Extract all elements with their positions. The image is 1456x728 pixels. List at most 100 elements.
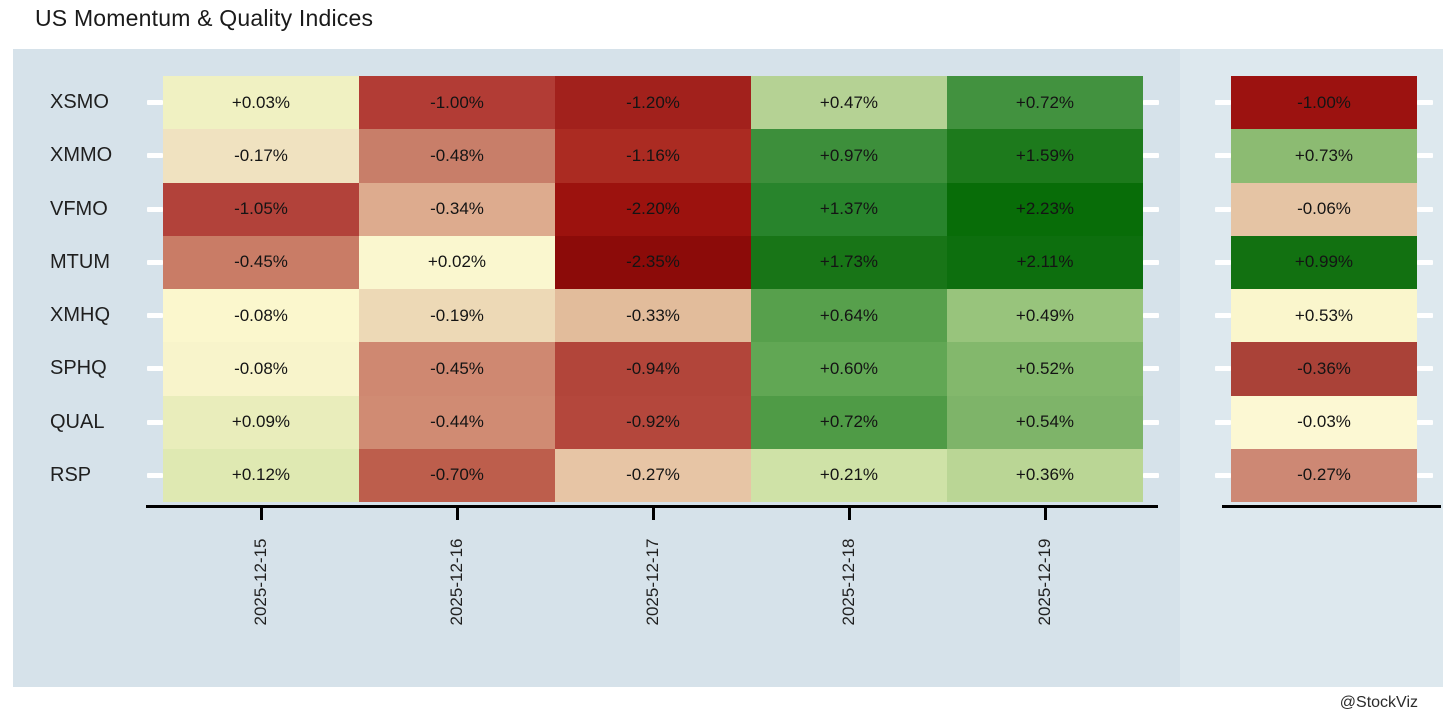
heatmap-cell-SPHQ-2025-12-18: +0.60% <box>751 342 947 396</box>
x-tick-label-2025-12-18: 2025-12-18 <box>839 538 858 626</box>
main-x-axis-line <box>146 505 1158 508</box>
heatmap-cell-VFMO-2025-12-19: +2.23% <box>947 182 1143 236</box>
heatmap-cell-RSP-2025-12-15: +0.12% <box>163 448 359 502</box>
heatmap-cell-VFMO-2025-12-16: -0.34% <box>359 182 555 236</box>
row-tick-VFMO-0 <box>147 206 163 212</box>
row-label-SPHQ: SPHQ <box>50 357 107 380</box>
heatmap-cell-XMMO-2025-12-17: -1.16% <box>555 129 751 183</box>
row-tick-XMHQ-3 <box>1417 313 1433 319</box>
heatmap-cell-VFMO-2025-12-18: +1.37% <box>751 182 947 236</box>
row-tick-XMMO-0 <box>147 153 163 159</box>
row-tick-VFMO-2 <box>1215 206 1231 212</box>
heatmap-cell-XSMO-2025-12-19: +0.72% <box>947 76 1143 130</box>
heatmap-cell-RSP-2025-12-17: -0.27% <box>555 448 751 502</box>
row-label-QUAL: QUAL <box>50 410 105 433</box>
row-tick-SPHQ-0 <box>147 366 163 372</box>
summary-returns-heatmap: -1.00% +0.73% -0.06% +0.99% +0.53% -0.36% -0.0… <box>1231 76 1417 502</box>
heatmap-cell-XMHQ-2025-12-19: +0.49% <box>947 289 1143 343</box>
summary-cell-XMHQ: +0.53% <box>1231 289 1417 343</box>
heatmap-cell-QUAL-2025-12-17: -0.92% <box>555 395 751 449</box>
heatmap-cell-MTUM-2025-12-16: +0.02% <box>359 235 555 289</box>
row-tick-SPHQ-2 <box>1215 366 1231 372</box>
heatmap-cell-MTUM-2025-12-18: +1.73% <box>751 235 947 289</box>
heatmap-cell-VFMO-2025-12-15: -1.05% <box>163 182 359 236</box>
row-tick-XSMO-2 <box>1215 100 1231 106</box>
heatmap-cell-XMMO-2025-12-18: +0.97% <box>751 129 947 183</box>
x-tick-2025-12-19 <box>1043 508 1047 520</box>
heatmap-cell-SPHQ-2025-12-15: -0.08% <box>163 342 359 396</box>
summary-cell-SPHQ: -0.36% <box>1231 342 1417 396</box>
heatmap-cell-RSP-2025-12-16: -0.70% <box>359 448 555 502</box>
heatmap-cell-RSP-2025-12-18: +0.21% <box>751 448 947 502</box>
row-tick-MTUM-3 <box>1417 259 1433 265</box>
row-tick-XSMO-0 <box>147 100 163 106</box>
row-tick-XSMO-3 <box>1417 100 1433 106</box>
row-label-MTUM: MTUM <box>50 250 110 273</box>
heatmap-cell-MTUM-2025-12-17: -2.35% <box>555 235 751 289</box>
heatmap-cell-XMHQ-2025-12-16: -0.19% <box>359 289 555 343</box>
x-tick-2025-12-17 <box>651 508 655 520</box>
row-tick-SPHQ-3 <box>1417 366 1433 372</box>
row-tick-XMMO-2 <box>1215 153 1231 159</box>
daily-returns-heatmap: +0.03% -1.00% -1.20% +0.47% +0.72% -0.17% -0.4… <box>163 76 1143 502</box>
heatmap-cell-XSMO-2025-12-18: +0.47% <box>751 76 947 130</box>
row-tick-RSP-1 <box>1143 472 1159 478</box>
row-tick-XSMO-1 <box>1143 100 1159 106</box>
heatmap-cell-QUAL-2025-12-16: -0.44% <box>359 395 555 449</box>
row-label-VFMO: VFMO <box>50 197 108 220</box>
summary-cell-RSP: -0.27% <box>1231 448 1417 502</box>
x-tick-label-2025-12-17: 2025-12-17 <box>643 538 662 626</box>
row-tick-MTUM-0 <box>147 259 163 265</box>
summary-cell-QUAL: -0.03% <box>1231 395 1417 449</box>
x-tick-label-2025-12-16: 2025-12-16 <box>447 538 466 626</box>
row-label-RSP: RSP <box>50 463 92 486</box>
row-tick-VFMO-1 <box>1143 206 1159 212</box>
heatmap-cell-QUAL-2025-12-19: +0.54% <box>947 395 1143 449</box>
heatmap-cell-RSP-2025-12-19: +0.36% <box>947 448 1143 502</box>
heatmap-cell-XMHQ-2025-12-15: -0.08% <box>163 289 359 343</box>
heatmap-cell-SPHQ-2025-12-17: -0.94% <box>555 342 751 396</box>
heatmap-cell-MTUM-2025-12-15: -0.45% <box>163 235 359 289</box>
heatmap-cell-XMHQ-2025-12-18: +0.64% <box>751 289 947 343</box>
heatmap-cell-XSMO-2025-12-16: -1.00% <box>359 76 555 130</box>
x-tick-2025-12-15 <box>259 508 263 520</box>
summary-cell-MTUM: +0.99% <box>1231 235 1417 289</box>
row-tick-MTUM-2 <box>1215 259 1231 265</box>
row-tick-QUAL-0 <box>147 419 163 425</box>
heatmap-cell-SPHQ-2025-12-16: -0.45% <box>359 342 555 396</box>
heatmap-cell-QUAL-2025-12-15: +0.09% <box>163 395 359 449</box>
row-tick-VFMO-3 <box>1417 206 1433 212</box>
heatmap-cell-MTUM-2025-12-19: +2.11% <box>947 235 1143 289</box>
row-tick-XMMO-1 <box>1143 153 1159 159</box>
summary-cell-XMMO: +0.73% <box>1231 129 1417 183</box>
heatmap-cell-SPHQ-2025-12-19: +0.52% <box>947 342 1143 396</box>
summary-cell-VFMO: -0.06% <box>1231 182 1417 236</box>
heatmap-cell-XMHQ-2025-12-17: -0.33% <box>555 289 751 343</box>
row-tick-XMHQ-1 <box>1143 313 1159 319</box>
heatmap-cell-VFMO-2025-12-17: -2.20% <box>555 182 751 236</box>
row-tick-RSP-2 <box>1215 472 1231 478</box>
x-tick-label-2025-12-19: 2025-12-19 <box>1035 538 1054 626</box>
row-tick-SPHQ-1 <box>1143 366 1159 372</box>
row-label-XSMO: XSMO <box>50 91 109 114</box>
row-tick-RSP-0 <box>147 472 163 478</box>
row-tick-MTUM-1 <box>1143 259 1159 265</box>
x-tick-2025-12-16 <box>455 508 459 520</box>
row-tick-RSP-3 <box>1417 472 1433 478</box>
row-tick-QUAL-2 <box>1215 419 1231 425</box>
row-label-XMMO: XMMO <box>50 144 113 167</box>
heatmap-cell-XMMO-2025-12-15: -0.17% <box>163 129 359 183</box>
row-tick-XMMO-3 <box>1417 153 1433 159</box>
heatmap-cell-QUAL-2025-12-18: +0.72% <box>751 395 947 449</box>
summary-cell-XSMO: -1.00% <box>1231 76 1417 130</box>
row-tick-QUAL-3 <box>1417 419 1433 425</box>
heatmap-cell-XMMO-2025-12-16: -0.48% <box>359 129 555 183</box>
heatmap-cell-XSMO-2025-12-15: +0.03% <box>163 76 359 130</box>
row-tick-XMHQ-2 <box>1215 313 1231 319</box>
chart-title: US Momentum & Quality Indices <box>35 5 374 31</box>
chart-panel: XSMO XMMO VFMO MTUM XMHQ SPHQ QUAL RSP +0.03% -1… <box>13 49 1443 687</box>
row-label-XMHQ: XMHQ <box>50 304 110 327</box>
heatmap-cell-XMMO-2025-12-19: +1.59% <box>947 129 1143 183</box>
row-tick-QUAL-1 <box>1143 419 1159 425</box>
